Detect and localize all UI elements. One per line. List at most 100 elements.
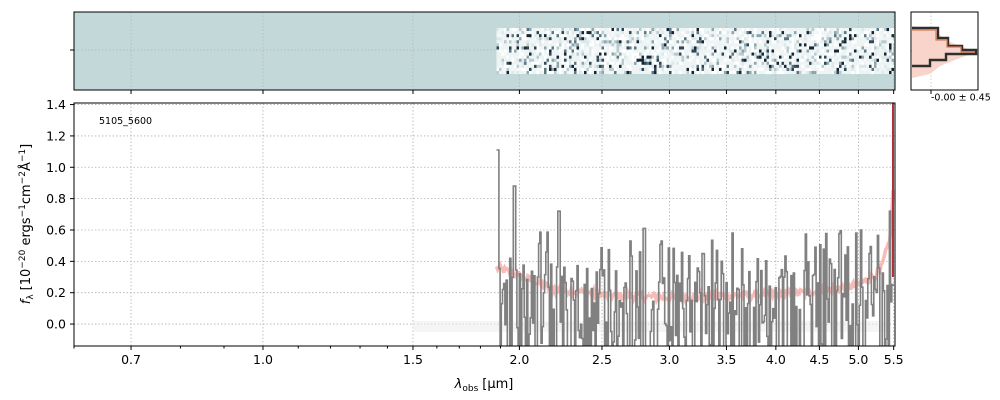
spec2d-pixel — [854, 31, 857, 34]
spec2d-pixel — [727, 53, 730, 56]
spec2d-pixel — [542, 65, 545, 68]
spec2d-pixel — [767, 46, 770, 49]
spec2d-pixel — [737, 53, 740, 56]
spec2d-pixel — [789, 62, 792, 65]
spec2d-pixel — [812, 28, 815, 31]
spec2d-pixel — [884, 40, 887, 43]
spec2d-pixel — [772, 53, 775, 56]
spec2d-pixel — [774, 37, 777, 40]
spec2d-pixel — [577, 62, 580, 65]
spec2d-pixel — [714, 40, 717, 43]
spec2d-pixel — [627, 49, 630, 52]
spec2d-pixel — [589, 31, 592, 34]
spec2d-pixel — [807, 31, 810, 34]
spec2d-pixel — [529, 71, 532, 74]
spec2d-pixel — [799, 49, 802, 52]
spec2d-pixel — [789, 68, 792, 71]
spec2d-pixel — [867, 37, 870, 40]
y-tick-label: 0.6 — [46, 222, 66, 237]
spec2d-pixel — [664, 68, 667, 71]
spec2d-pixel — [559, 40, 562, 43]
spec2d-pixel — [737, 46, 740, 49]
spec2d-pixel — [637, 53, 640, 56]
spec2d-pixel — [737, 37, 740, 40]
spec2d-pixel — [854, 34, 857, 37]
spec2d-pixel — [522, 68, 525, 71]
spec2d-pixel — [884, 49, 887, 52]
spec2d-pixel — [527, 34, 530, 37]
spec2d-pixel — [517, 43, 520, 46]
spec2d-pixel — [744, 59, 747, 62]
spec2d-pixel — [729, 40, 732, 43]
spec2d-pixel — [587, 31, 590, 34]
spec2d-pixel — [524, 62, 527, 65]
spec2d-pixel — [732, 49, 735, 52]
spec2d-pixel — [747, 71, 750, 74]
spec2d-pixel — [719, 65, 722, 68]
spec2d-pixel — [499, 68, 502, 71]
spec2d-pixel — [627, 53, 630, 56]
spec2d-pixel — [744, 37, 747, 40]
spec2d-pixel — [517, 46, 520, 49]
spec2d-pixel — [612, 43, 615, 46]
spec2d-pixel — [659, 65, 662, 68]
spec2d-pixel — [517, 37, 520, 40]
spec2d-pixel — [804, 43, 807, 46]
spec2d-pixel — [522, 53, 525, 56]
spec2d-pixel — [874, 59, 877, 62]
spec2d-pixel — [707, 56, 710, 59]
spec2d-pixel — [794, 56, 797, 59]
spec2d-pixel — [824, 28, 827, 31]
spec2d-pixel — [507, 28, 510, 31]
spec2d-pixel — [759, 62, 762, 65]
spec2d-pixel — [697, 59, 700, 62]
spec2d-pixel — [584, 37, 587, 40]
spec2d-pixel — [814, 40, 817, 43]
spec2d-pixel — [592, 56, 595, 59]
spec2d-pixel — [807, 28, 810, 31]
spec2d-pixel — [857, 46, 860, 49]
spec2d-pixel — [544, 28, 547, 31]
spec2d-pixel — [789, 37, 792, 40]
spec2d-pixel — [527, 43, 530, 46]
spec2d-pixel — [512, 71, 515, 74]
spec2d-pixel — [739, 56, 742, 59]
spec2d-pixel — [549, 71, 552, 74]
spec2d-pixel — [672, 28, 675, 31]
spec2d-pixel — [737, 34, 740, 37]
spec2d-pixel — [829, 59, 832, 62]
spec2d-pixel — [664, 43, 667, 46]
spec2d-pixel — [617, 43, 620, 46]
spec2d-pixel — [652, 71, 655, 74]
spec2d-pixel — [689, 28, 692, 31]
spec2d-pixel — [714, 56, 717, 59]
spec2d-pixel — [554, 43, 557, 46]
spec2d-pixel — [807, 59, 810, 62]
spec2d-pixel — [509, 49, 512, 52]
spec2d-pixel — [772, 62, 775, 65]
spec2d-pixel — [854, 40, 857, 43]
spec2d-pixel — [527, 37, 530, 40]
spec2d-pixel — [794, 37, 797, 40]
x-label-main: λ — [454, 377, 463, 392]
spec2d-pixel — [834, 40, 837, 43]
spec2d-pixel — [637, 31, 640, 34]
spec2d-pixel — [792, 59, 795, 62]
spec2d-pixel — [659, 46, 662, 49]
spec2d-pixel — [714, 53, 717, 56]
spec2d-pixel — [699, 34, 702, 37]
spec2d-pixel — [574, 71, 577, 74]
spec2d-pixel — [569, 40, 572, 43]
spec2d-pixel — [712, 49, 715, 52]
spec2d-pixel — [679, 53, 682, 56]
spec2d-pixel — [649, 31, 652, 34]
spec2d-pixel — [557, 31, 560, 34]
spec2d-pixel — [617, 40, 620, 43]
spec2d-pixel — [569, 71, 572, 74]
spec2d-pixel — [554, 46, 557, 49]
spec2d-pixel — [744, 43, 747, 46]
spec2d-pixel — [724, 49, 727, 52]
spec2d-pixel — [584, 59, 587, 62]
spec2d-pixel — [879, 34, 882, 37]
spec2d-pixel — [839, 43, 842, 46]
